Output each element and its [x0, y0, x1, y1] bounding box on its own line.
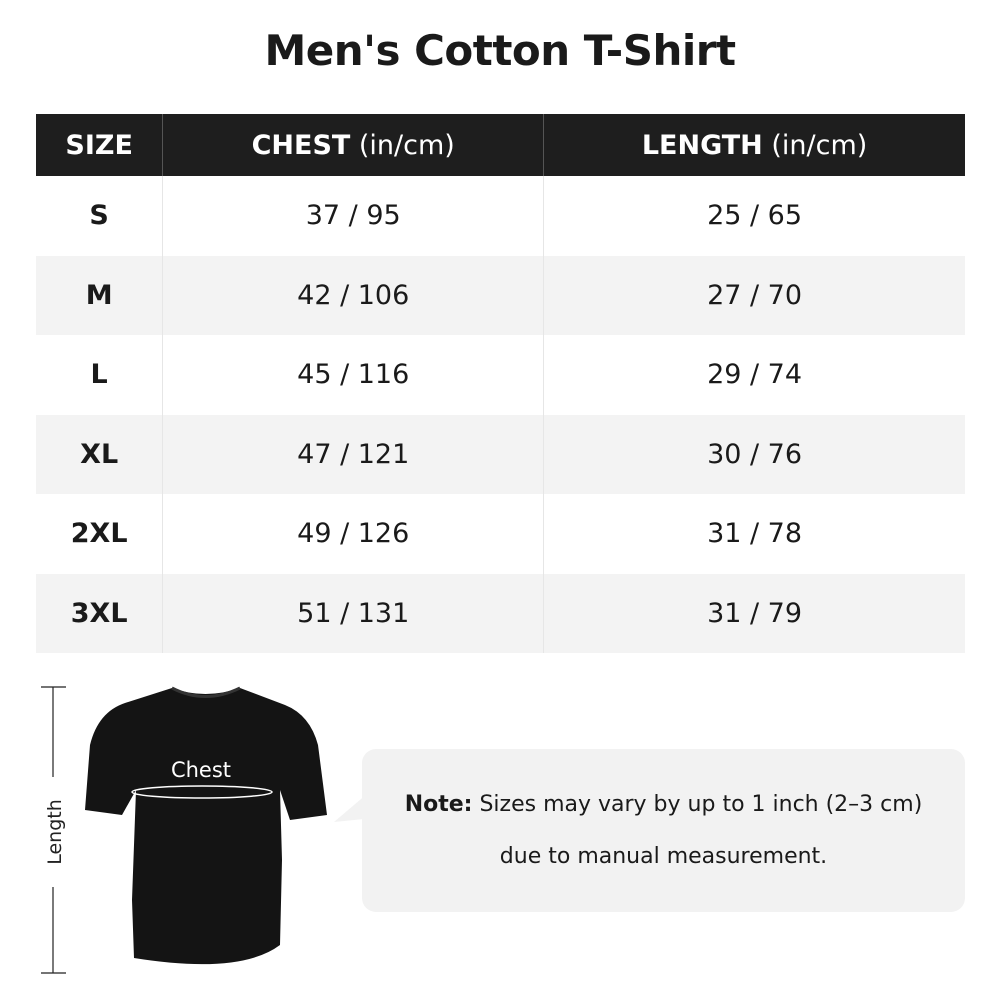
header-label: CHEST: [251, 129, 351, 161]
tshirt-icon: [85, 688, 327, 965]
note-label: Note:: [404, 791, 473, 817]
table-row: 3XL 51 / 131 31 / 79: [36, 573, 965, 653]
size-cell: L: [36, 335, 164, 415]
header-size: SIZE: [36, 114, 164, 176]
chest-cell: 45 / 116: [162, 335, 545, 415]
length-cell: 25 / 65: [707, 200, 803, 232]
table-row: 2XL 49 / 126 31 / 78: [36, 494, 965, 574]
size-table: SIZE CHEST (in/cm) LENGTH (in/cm) S 37 / …: [36, 114, 965, 653]
table-row: M 42 / 106 27 / 70: [36, 255, 965, 335]
table-row: S 37 / 95 25 / 65: [36, 176, 965, 256]
header-unit: (in/cm): [350, 129, 455, 161]
table-row: XL 47 / 121 30 / 76: [36, 414, 965, 494]
table-row: L 45 / 116 29 / 74: [36, 335, 965, 415]
table-header-row: SIZE CHEST (in/cm) LENGTH (in/cm): [36, 114, 965, 176]
header-unit: (in/cm): [762, 129, 868, 161]
size-cell: 3XL: [36, 573, 164, 653]
note-box: Note: Sizes may vary by up to 1 inch (2–…: [362, 749, 965, 912]
size-cell: XL: [36, 414, 164, 494]
chest-cell: 47 / 121: [162, 414, 545, 494]
note-line-1: Note: Sizes may vary by up to 1 inch (2–…: [405, 779, 923, 831]
length-cell: 27 / 70: [543, 255, 965, 335]
page-title: Men's Cotton T-Shirt: [264, 26, 736, 75]
chest-measure-icon: [131, 785, 273, 799]
header-length: LENGTH (in/cm): [543, 114, 965, 176]
chest-cell: 42 / 106: [162, 255, 545, 335]
chest-cell: 51 / 131: [162, 573, 545, 653]
header-chest: CHEST (in/cm): [162, 114, 545, 176]
length-cell: 31 / 78: [707, 518, 803, 550]
tshirt-diagram: Length Chest: [41, 686, 327, 974]
size-cell: 2XL: [36, 494, 164, 574]
length-cell: 31 / 79: [543, 573, 965, 653]
length-cell: 29 / 74: [707, 359, 803, 391]
length-label: Length: [44, 799, 66, 865]
header-label: LENGTH: [641, 129, 763, 161]
note-text: Sizes may vary by up to 1 inch (2–3 cm): [472, 791, 923, 817]
length-cell: 30 / 76: [543, 414, 965, 494]
length-measure-icon: [41, 686, 66, 974]
chest-label: Chest: [171, 758, 231, 782]
note-line-2: due to manual measurement.: [499, 843, 828, 869]
size-cell: M: [36, 255, 164, 335]
chest-cell: 49 / 126: [162, 494, 545, 574]
header-label: SIZE: [65, 129, 133, 161]
chest-cell: 37 / 95: [162, 176, 545, 256]
size-cell: S: [36, 176, 164, 256]
